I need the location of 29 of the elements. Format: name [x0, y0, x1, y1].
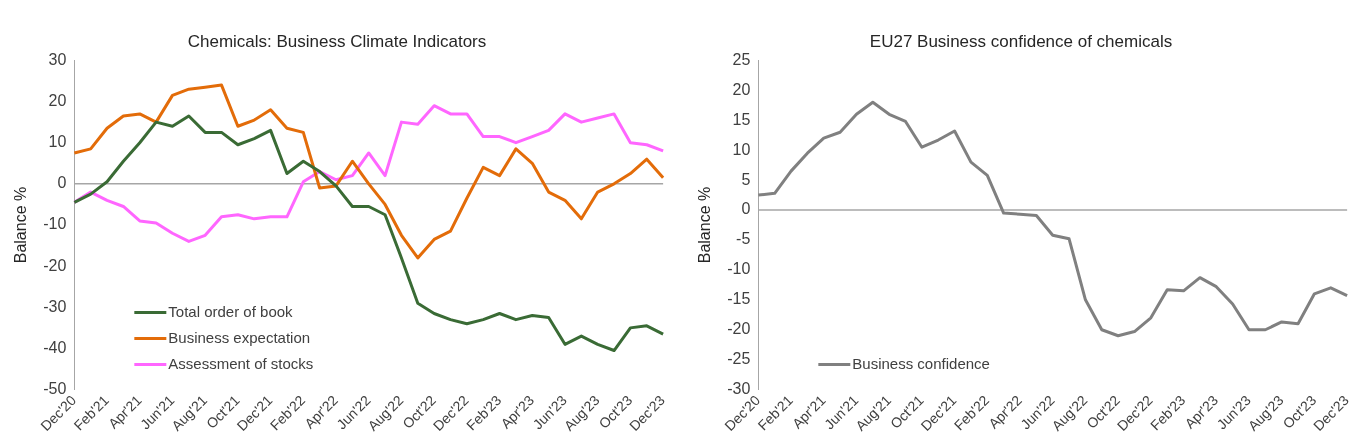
y-tick-label: -40 — [43, 338, 67, 356]
y-tick-label: 0 — [57, 174, 67, 192]
y-tick-label: 20 — [48, 91, 67, 109]
legend-label: Business confidence — [852, 354, 990, 372]
y-tick-label: -30 — [43, 297, 67, 315]
y-tick-label: -50 — [43, 380, 67, 398]
y-tick-label: 10 — [732, 140, 751, 158]
y-tick-label: -25 — [727, 350, 751, 368]
chart-title: EU27 Business confidence of chemicals — [869, 31, 1173, 51]
y-tick-label: -20 — [43, 256, 67, 274]
legend-label: Business expectation — [168, 328, 311, 346]
y-tick-label: -15 — [727, 290, 751, 308]
y-axis-title: Balance % — [12, 186, 30, 264]
y-tick-label: 5 — [741, 170, 751, 188]
y-tick-label: 30 — [48, 50, 67, 68]
y-tick-label: -30 — [727, 380, 751, 398]
chart-title: Chemicals: Business Climate Indicators — [187, 31, 487, 51]
y-tick-label: 20 — [732, 80, 751, 98]
y-tick-label: -10 — [727, 260, 751, 278]
y-tick-label: 10 — [48, 133, 67, 151]
y-tick-label: -5 — [736, 230, 751, 248]
y-tick-label: -10 — [43, 215, 67, 233]
y-tick-label: 25 — [732, 50, 751, 68]
y-axis-title: Balance % — [696, 186, 714, 264]
y-tick-label: 0 — [741, 200, 751, 218]
legend-label: Total order of book — [168, 302, 294, 320]
y-tick-label: -20 — [727, 320, 751, 338]
y-tick-label: 15 — [732, 110, 751, 128]
legend-label: Assessment of stocks — [168, 354, 314, 372]
